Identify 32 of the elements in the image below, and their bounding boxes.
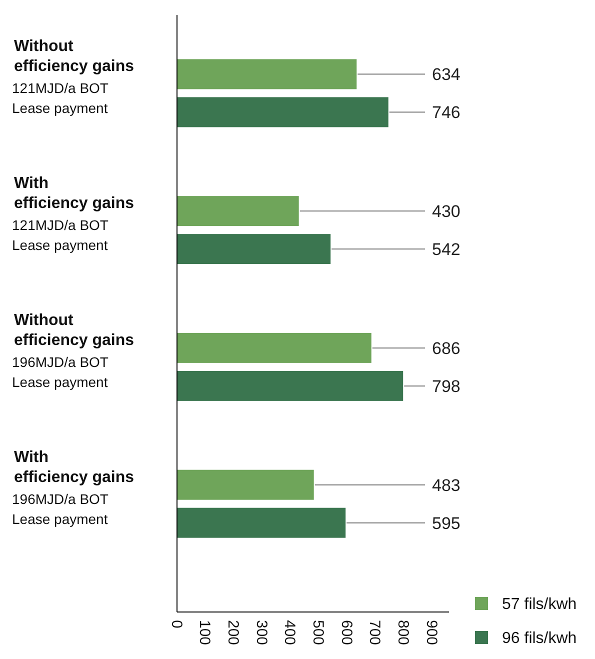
- bar: [177, 470, 314, 500]
- data-label: 430: [432, 202, 460, 222]
- bar: [177, 234, 331, 264]
- x-tick-label: 100: [196, 620, 214, 646]
- bar: [177, 196, 299, 226]
- data-label: 595: [432, 514, 460, 533]
- data-label: 746: [432, 103, 460, 122]
- data-label: 542: [432, 240, 460, 260]
- bar: [177, 97, 388, 128]
- y-tick-label: With efficiency gains 196MJD/a BOT Lease payment: [12, 448, 134, 527]
- data-label: 483: [432, 476, 460, 495]
- x-tick-label: 0: [168, 620, 185, 628]
- x-tick-label: 300: [252, 620, 270, 646]
- y-tick-label: With efficiency gains 121MJD/a BOT Lease payment: [12, 175, 134, 254]
- legend-label: 57 fils/kwh: [502, 596, 577, 613]
- data-label: 634: [432, 65, 460, 84]
- bar: [177, 508, 346, 538]
- bar: [177, 332, 372, 363]
- x-tick-label: 200: [224, 620, 242, 646]
- legend-label: 96 fils/kwh: [502, 630, 577, 647]
- y-tick-label: Without efficiency gains 196MJD/a BOT Lease payment: [12, 312, 134, 390]
- x-tick-label: 700: [366, 620, 384, 646]
- data-label: 686: [432, 338, 460, 358]
- bar: [177, 370, 404, 401]
- bar: [177, 59, 357, 90]
- data-label: 798: [432, 376, 460, 396]
- x-tick-label: 400: [281, 620, 298, 646]
- x-tick-label: 900: [422, 620, 440, 646]
- x-tick-label: 600: [338, 620, 355, 646]
- x-tick-label: 800: [394, 620, 412, 646]
- x-tick-label: 500: [309, 620, 326, 646]
- y-tick-label: Without efficiency gains 121MJD/a BOT Lease payment: [12, 38, 134, 116]
